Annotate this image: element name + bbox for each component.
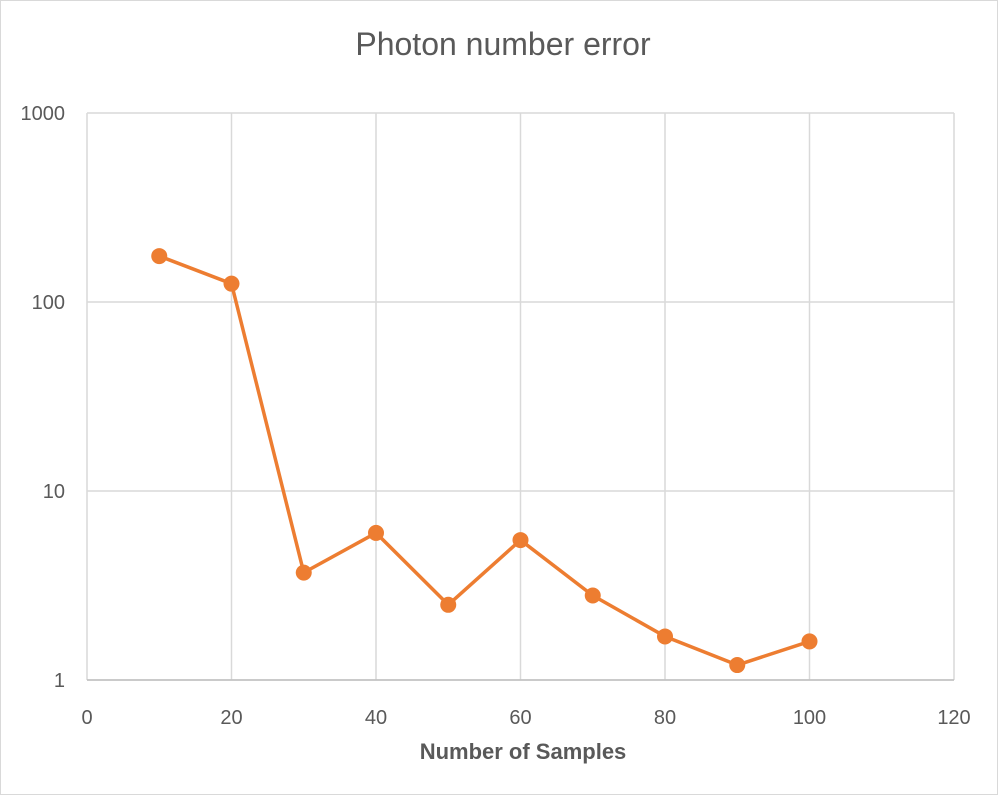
y-tick-label: 10 [43,481,65,503]
data-point [584,587,601,604]
x-tick-label: 40 [365,707,387,729]
data-point [801,633,818,650]
data-point [295,564,312,581]
x-tick-label: 80 [654,707,676,729]
y-axis-tick-labels: 1 10 100 1000 [21,103,66,692]
x-tick-label: 120 [937,707,970,729]
data-point [440,596,457,613]
series-line [157,254,812,667]
x-tick-label: 60 [509,707,531,729]
x-tick-label: 100 [793,707,826,729]
data-point [657,628,673,645]
grid-lines [86,112,955,681]
data-point [151,248,168,265]
data-point [512,532,529,549]
y-tick-label: 1 [54,670,65,692]
y-tick-label: 1000 [21,103,66,125]
x-axis-title: Number of Samples [420,739,627,764]
data-point [223,275,240,292]
x-tick-label: 0 [81,707,92,729]
x-tick-label: 20 [220,707,242,729]
x-axis-tick-labels: 0 20 40 60 80 100 120 [81,707,970,729]
y-tick-label: 100 [32,292,65,314]
chart-title: Photon number error [355,26,651,62]
data-point [368,524,384,541]
series-layer [151,248,818,674]
data-point [729,657,746,674]
